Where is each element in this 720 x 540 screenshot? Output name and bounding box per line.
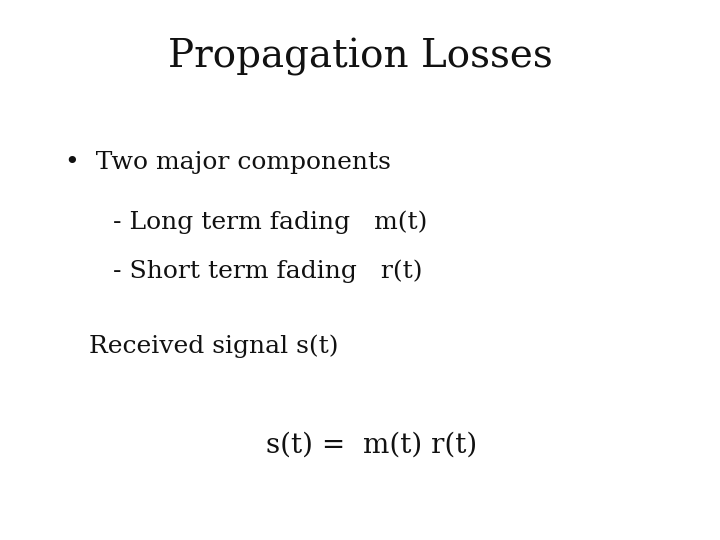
Text: s(t) =  m(t) r(t): s(t) = m(t) r(t) (266, 432, 477, 459)
Text: Propagation Losses: Propagation Losses (168, 38, 552, 76)
Text: - Short term fading   r(t): - Short term fading r(t) (65, 259, 423, 283)
Text: - Long term fading   m(t): - Long term fading m(t) (65, 211, 427, 234)
Text: •  Two major components: • Two major components (65, 151, 391, 174)
Text: Received signal s(t): Received signal s(t) (65, 335, 338, 359)
